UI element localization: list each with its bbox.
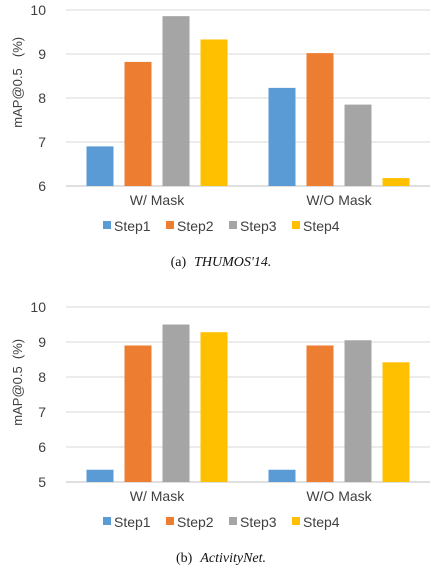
legend-swatch-step3 bbox=[229, 517, 237, 525]
legend-swatch-step4 bbox=[292, 221, 300, 229]
bar-step1-without-mask bbox=[268, 87, 296, 186]
caption-title: ActivityNet. bbox=[199, 551, 266, 566]
x-category-label: W/O Mask bbox=[306, 488, 372, 504]
figure-caption: (a) THUMOS'14. bbox=[171, 255, 272, 270]
bar-step1-with-mask bbox=[86, 146, 114, 186]
bar-step4-with-mask bbox=[200, 332, 228, 482]
legend-label-step4: Step4 bbox=[303, 514, 340, 530]
y-tick-label: 10 bbox=[30, 2, 46, 18]
legend-swatch-step1 bbox=[103, 517, 111, 525]
y-tick-label: 9 bbox=[38, 334, 46, 350]
bar-step2-without-mask bbox=[306, 345, 334, 482]
bar-step2-with-mask bbox=[124, 61, 152, 186]
bar-step1-with-mask bbox=[86, 469, 114, 482]
bar-step3-without-mask bbox=[344, 104, 372, 186]
y-axis-unit: (%) bbox=[10, 339, 25, 359]
y-tick-label: 9 bbox=[38, 46, 46, 62]
legend-label-step1: Step1 bbox=[114, 218, 151, 234]
x-category-label: W/ Mask bbox=[130, 192, 185, 208]
y-tick-label: 5 bbox=[38, 474, 46, 490]
x-category-label: W/O Mask bbox=[306, 192, 372, 208]
legend-label-step2: Step2 bbox=[177, 514, 214, 530]
y-axis-label: mAP@0.5 bbox=[10, 366, 25, 425]
figure-caption: (b) ActivityNet. bbox=[176, 551, 266, 566]
legend-label-step2: Step2 bbox=[177, 218, 214, 234]
y-tick-label: 8 bbox=[38, 90, 46, 106]
legend-label-step1: Step1 bbox=[114, 514, 151, 530]
bar-step2-without-mask bbox=[306, 53, 334, 187]
bar-step4-without-mask bbox=[382, 178, 410, 186]
bar-step3-without-mask bbox=[344, 340, 372, 482]
chart-thumos: 6 7 8 9 10 mAP@0.5 (%) W/ Mask W/O Mask Step1 Step… bbox=[10, 2, 430, 270]
y-tick-label: 6 bbox=[38, 178, 46, 194]
bar-step4-with-mask bbox=[200, 39, 228, 187]
y-axis-label: mAP@0.5 bbox=[10, 68, 25, 127]
caption-title: THUMOS'14. bbox=[194, 255, 271, 270]
y-axis-unit: (%) bbox=[10, 37, 25, 57]
y-tick-label: 7 bbox=[38, 134, 46, 150]
chart-activitynet: 5 6 7 8 9 10 mAP@0.5 (%) W/ Mask W/O Mask Step1 Ste… bbox=[10, 299, 430, 566]
legend-label-step3: Step3 bbox=[240, 218, 277, 234]
y-tick-label: 10 bbox=[30, 299, 46, 315]
legend-swatch-step3 bbox=[229, 221, 237, 229]
y-tick-label: 8 bbox=[38, 369, 46, 385]
legend-swatch-step2 bbox=[166, 221, 174, 229]
y-tick-label: 6 bbox=[38, 439, 46, 455]
legend-swatch-step4 bbox=[292, 517, 300, 525]
legend-swatch-step2 bbox=[166, 517, 174, 525]
x-category-label: W/ Mask bbox=[130, 488, 185, 504]
bar-step3-with-mask bbox=[162, 16, 190, 186]
bar-step2-with-mask bbox=[124, 345, 152, 482]
bar-step1-without-mask bbox=[268, 469, 296, 482]
bar-step3-with-mask bbox=[162, 324, 190, 482]
legend-label-step3: Step3 bbox=[240, 514, 277, 530]
y-tick-label: 7 bbox=[38, 404, 46, 420]
caption-label: (a) bbox=[171, 255, 187, 270]
caption-label: (b) bbox=[176, 551, 193, 566]
legend-label-step4: Step4 bbox=[303, 218, 340, 234]
legend-swatch-step1 bbox=[103, 221, 111, 229]
bar-step4-without-mask bbox=[382, 362, 410, 482]
